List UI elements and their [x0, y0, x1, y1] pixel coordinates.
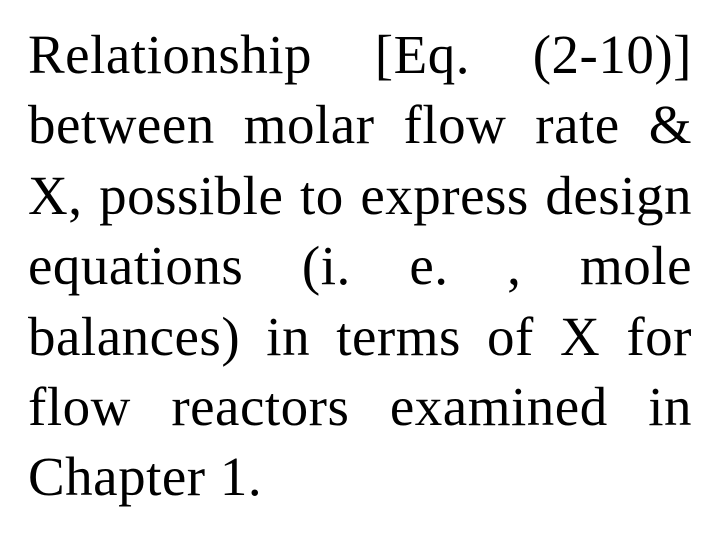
body-paragraph: Relationship [Eq. (2-10)] between molar … [28, 20, 692, 513]
